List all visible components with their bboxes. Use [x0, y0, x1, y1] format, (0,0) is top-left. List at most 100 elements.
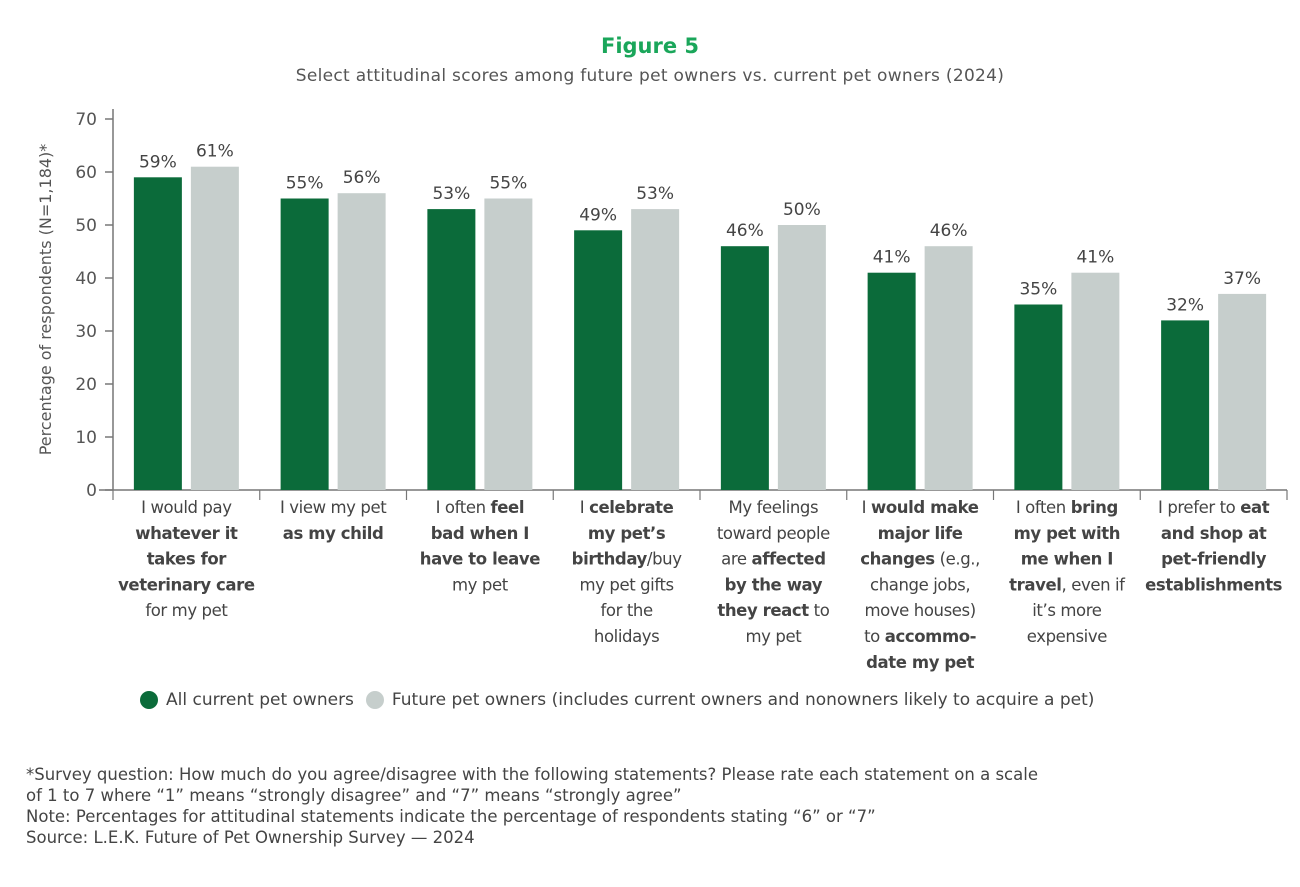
legend-swatch-current — [140, 691, 158, 709]
legend-item-current: All current pet owners — [140, 690, 354, 710]
x-tick-label: and shop at — [1161, 524, 1267, 543]
bar-current — [280, 198, 329, 490]
x-tick-label: holidays — [594, 627, 659, 646]
bar-future — [631, 209, 680, 490]
x-tick-label: by the way — [725, 575, 823, 594]
x-tick-label: have to leave — [420, 550, 540, 569]
x-tick-label: pet-friendly — [1161, 550, 1267, 569]
data-label: 55% — [286, 174, 324, 194]
footnote-line: Note: Percentages for attitudinal statem… — [26, 807, 876, 826]
x-tick-label: birthday/buy — [572, 550, 683, 569]
bar-current — [867, 272, 916, 490]
x-tick-label-segment: /buy — [647, 550, 682, 569]
y-tick-label: 0 — [86, 481, 97, 501]
bar-future — [777, 225, 826, 490]
bar-future — [484, 198, 533, 490]
x-tick-label-segment: by the way — [725, 575, 823, 594]
x-tick-label: bad when I — [431, 524, 529, 543]
x-tick-label-segment: for the — [601, 601, 653, 620]
x-tick-label-segment: my pet — [745, 627, 802, 646]
x-tick-label-segment: major life — [878, 524, 963, 543]
x-tick-label-segment: I often — [1016, 498, 1071, 517]
x-tick-label-segment: and shop at — [1161, 524, 1267, 543]
data-label: 56% — [343, 168, 381, 188]
data-label: 35% — [1019, 280, 1057, 300]
x-tick-label-segment: are — [721, 550, 751, 569]
x-tick-label-segment: change jobs, — [870, 575, 970, 594]
bar-future — [337, 193, 386, 490]
data-label: 32% — [1166, 295, 1204, 315]
x-tick-label-segment: whatever it — [135, 524, 238, 543]
x-tick-label: me when I — [1021, 550, 1113, 569]
x-tick-label-segment: me when I — [1021, 550, 1113, 569]
x-tick-label: change jobs, — [870, 575, 970, 594]
x-tick-label-segment: I — [862, 498, 871, 517]
x-tick-label-segment: my pet gifts — [579, 575, 673, 594]
x-tick-label: travel, even if — [1009, 575, 1126, 594]
y-tick-label: 60 — [75, 163, 97, 183]
legend: All current pet owners Future pet owners… — [140, 690, 1106, 710]
x-tick-label-segment: date my pet — [866, 653, 974, 672]
x-tick-label-segment: travel — [1009, 575, 1061, 594]
legend-swatch-future — [365, 691, 384, 709]
x-tick-label: my pet gifts — [579, 575, 673, 594]
bar-current — [1014, 304, 1063, 490]
footnote-line: *Survey question: How much do you agree/… — [26, 765, 1038, 784]
y-axis-label: Percentage of respondents (N=1,184)* — [36, 144, 55, 456]
x-tick-label: I often bring — [1016, 498, 1118, 517]
footnote-line: of 1 to 7 where “1” means “strongly disa… — [26, 786, 682, 805]
x-tick-label-segment: for my pet — [145, 601, 228, 620]
legend-label-future: Future pet owners (includes current owne… — [391, 690, 1095, 710]
x-tick-label-segment: pet-friendly — [1161, 550, 1267, 569]
x-tick-label-segment: I — [580, 498, 589, 517]
x-tick-label-segment: (e.g., — [935, 550, 980, 569]
data-label: 41% — [873, 248, 911, 268]
x-tick-label: I celebrate — [580, 498, 674, 517]
footnotes: *Survey question: How much do you agree/… — [26, 764, 1286, 848]
x-tick-label-segment: bad when I — [431, 524, 529, 543]
data-label: 61% — [196, 142, 234, 162]
x-tick-label-segment: eat — [1240, 498, 1270, 517]
chart-subtitle: Select attitudinal scores among future p… — [295, 66, 1005, 86]
x-tick-label: for my pet — [145, 601, 228, 620]
x-tick-label-segment: affected — [751, 550, 825, 569]
x-tick-label: veterinary care — [118, 575, 255, 594]
data-label: 46% — [726, 221, 764, 241]
data-label: 59% — [139, 152, 177, 172]
x-tick-label: establishments — [1145, 575, 1283, 594]
x-tick-label: my pet — [745, 627, 802, 646]
data-label: 49% — [579, 205, 617, 225]
bar-current — [427, 209, 476, 490]
data-label: 46% — [930, 221, 968, 241]
x-tick-label: toward people — [717, 524, 830, 543]
x-tick-label-segment: would make — [871, 498, 979, 517]
x-tick-label: major life — [878, 524, 963, 543]
bar-current — [1161, 320, 1210, 490]
y-tick-label: 30 — [75, 322, 97, 342]
x-tick-label-segment: birthday — [572, 550, 648, 569]
x-tick-label-segment: takes for — [147, 550, 228, 569]
x-tick-label-segment: , even if — [1062, 575, 1127, 594]
x-tick-label: I prefer to eat — [1158, 498, 1270, 517]
x-tick-label-segment: my pet with — [1014, 524, 1120, 543]
x-tick-label-segment: move houses) — [864, 601, 975, 620]
legend-item-future: Future pet owners (includes current owne… — [365, 690, 1095, 710]
chart-title: Figure 5 — [600, 34, 700, 58]
x-tick-label: as my child — [283, 524, 384, 543]
data-label: 37% — [1223, 269, 1261, 289]
x-tick-label-segment: celebrate — [589, 498, 674, 517]
x-tick-label: I view my pet — [280, 498, 387, 517]
x-tick-label-segment: my pet — [452, 575, 509, 594]
bar-current — [720, 246, 769, 490]
x-tick-label-segment: I view my pet — [280, 498, 387, 517]
x-tick-label-segment: My feelings — [729, 498, 819, 517]
x-tick-label-segment: veterinary care — [118, 575, 255, 594]
bar-current — [133, 177, 182, 491]
x-tick-label-segment: I often — [436, 498, 491, 517]
y-tick-label: 70 — [75, 110, 97, 130]
x-tick-label-segment: as my child — [283, 524, 384, 543]
data-label: 41% — [1076, 248, 1114, 268]
x-tick-label: I often feel — [436, 498, 524, 517]
x-tick-label: to accommo- — [864, 627, 976, 646]
y-tick-label: 40 — [75, 269, 97, 289]
